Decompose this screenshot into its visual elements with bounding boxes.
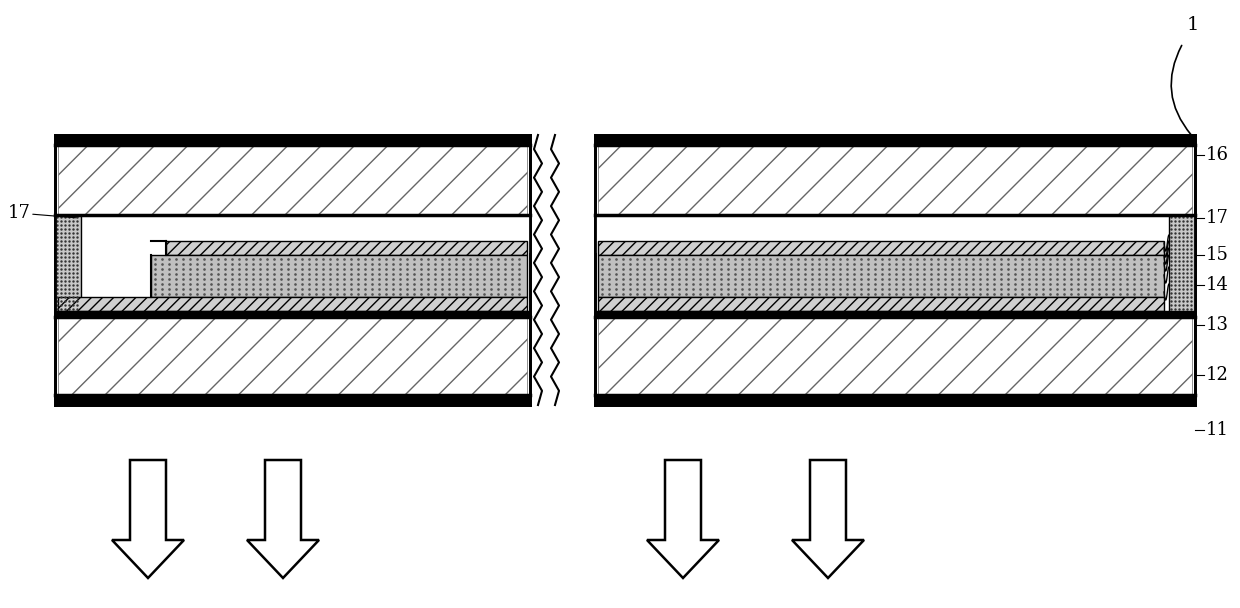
Bar [55,311,529,317]
Bar [55,135,529,145]
Text: 15: 15 [1207,246,1229,264]
Text: 11: 11 [1207,421,1229,439]
Bar [55,135,529,405]
Bar [598,145,1192,215]
Bar [151,255,527,297]
Bar [595,135,1195,145]
Bar [58,317,527,395]
Text: 17: 17 [7,204,31,222]
Bar [598,317,1192,395]
Bar [1169,215,1195,317]
FancyArrowPatch shape [1171,46,1192,135]
Polygon shape [247,460,319,578]
Bar [595,395,1195,405]
Text: 1: 1 [1187,16,1199,34]
Bar [595,215,1195,253]
Text: 14: 14 [1207,276,1229,294]
Bar [55,215,529,253]
Bar [166,241,527,255]
Bar [55,395,529,405]
Bar [595,135,1195,405]
Bar [58,145,527,215]
Bar [595,311,1195,317]
Polygon shape [792,460,864,578]
Bar [598,241,1164,255]
Text: 17: 17 [1207,209,1229,227]
Bar [55,215,81,317]
Polygon shape [647,460,719,578]
Bar [598,297,1164,311]
Text: 13: 13 [1207,316,1229,334]
Bar [58,297,527,311]
Polygon shape [112,460,184,578]
Text: 12: 12 [1207,366,1229,384]
Text: 16: 16 [1207,146,1229,164]
Bar [598,255,1164,297]
